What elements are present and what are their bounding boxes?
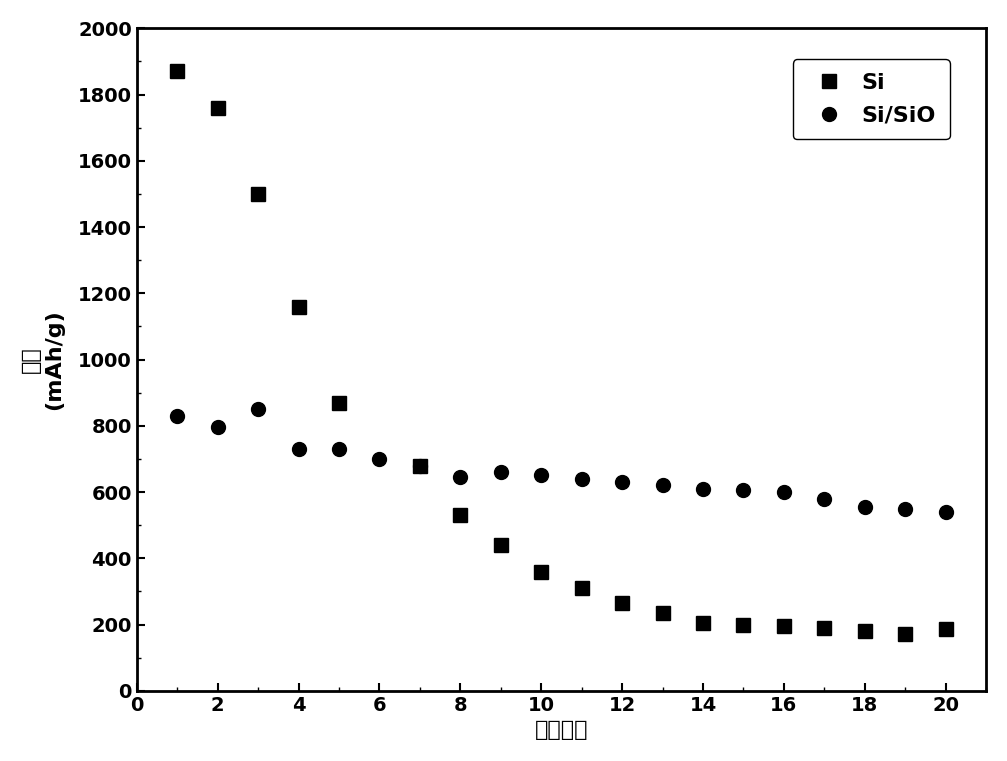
Y-axis label: 容量
(mAh/g): 容量 (mAh/g) [21, 309, 64, 410]
Si [211, 103, 224, 113]
Si [292, 302, 304, 311]
Si/SiO [494, 467, 507, 476]
Si/SiO [292, 444, 304, 454]
Si [899, 630, 911, 639]
Si/SiO [657, 481, 669, 490]
Si/SiO [819, 494, 831, 503]
X-axis label: 循环次数: 循环次数 [535, 720, 588, 740]
Si/SiO [616, 477, 628, 486]
Si/SiO [697, 484, 709, 493]
Si [859, 626, 871, 635]
Si/SiO [535, 471, 547, 480]
Si [535, 567, 547, 576]
Si [737, 620, 749, 629]
Si/SiO [171, 411, 183, 420]
Si [333, 398, 345, 407]
Si [657, 608, 669, 617]
Si/SiO [859, 502, 871, 511]
Line: Si/SiO: Si/SiO [170, 403, 953, 519]
Si [819, 623, 831, 632]
Si [454, 511, 466, 520]
Si/SiO [899, 504, 911, 513]
Si [777, 622, 789, 631]
Si/SiO [576, 474, 588, 483]
Si/SiO [454, 473, 466, 482]
Si/SiO [777, 488, 789, 497]
Si [616, 598, 628, 607]
Si [414, 461, 426, 470]
Si [252, 189, 264, 199]
Si/SiO [940, 508, 952, 517]
Si/SiO [414, 461, 426, 470]
Si [171, 67, 183, 76]
Si/SiO [333, 444, 345, 454]
Si/SiO [252, 405, 264, 414]
Si [940, 625, 952, 634]
Si [576, 584, 588, 593]
Si [494, 540, 507, 549]
Si/SiO [737, 486, 749, 495]
Si/SiO [211, 423, 224, 432]
Si/SiO [374, 454, 386, 463]
Legend: Si, Si/SiO: Si, Si/SiO [793, 59, 950, 139]
Si [697, 618, 709, 627]
Line: Si: Si [170, 65, 953, 642]
